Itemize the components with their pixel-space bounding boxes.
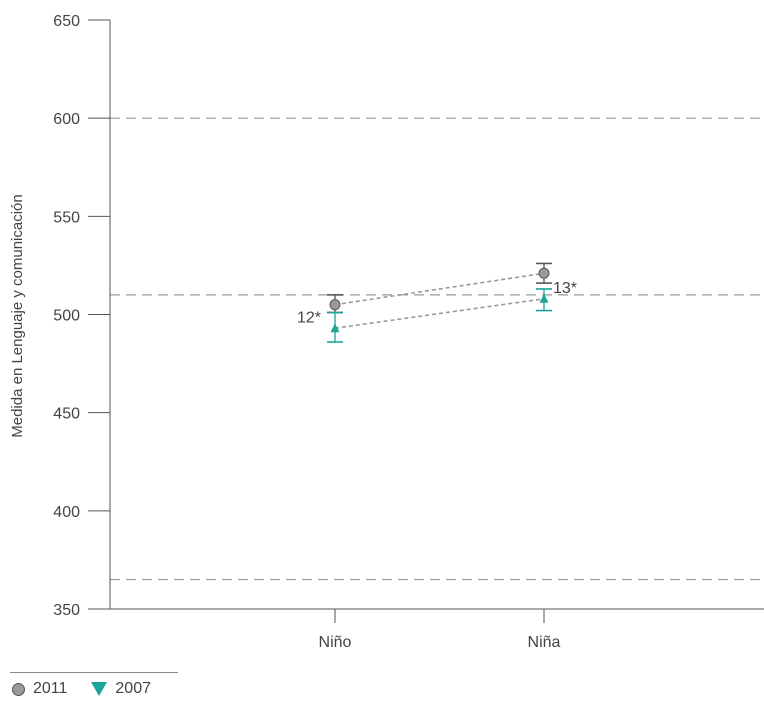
y-ticks: 350 400 450 500 550 600 650 [53,13,110,619]
y-tick-label: 600 [53,111,80,128]
point-2007 [539,293,549,303]
point-2007 [330,323,340,333]
legend-label-2007: 2007 [115,680,151,697]
y-tick-label: 450 [53,406,80,423]
y-axis-label: Medida en Lenguaje y comunicación [9,194,26,438]
series-connector-2011 [334,272,545,306]
data-points [329,267,550,333]
series-connector-2007 [334,298,545,330]
y-tick-label: 550 [53,209,80,226]
reference-lines [110,117,764,581]
legend-label-2011: 2011 [33,680,68,697]
legend: 2011 2007 [12,680,151,698]
connector-lines [334,272,545,330]
y-tick-label: 350 [53,602,80,619]
point-2011 [329,299,341,311]
annotation-label: 13* [553,280,577,297]
x-tick-label: Niño [319,634,352,651]
annotations: 12* 13* [297,280,577,327]
annotation-label: 12* [297,310,321,327]
y-tick-label: 500 [53,308,80,325]
axes [109,20,764,610]
x-tick-label: Niña [528,634,561,651]
y-tick-label: 650 [53,13,80,30]
legend-item-2011: 2011 [12,680,67,698]
x-ticks: Niño Niña [319,609,561,651]
y-tick-label: 400 [53,504,80,521]
teal-triangle-down-icon [91,682,108,696]
gray-circle-icon [12,682,25,696]
legend-item-2007: 2007 [91,680,151,698]
legend-divider [10,672,178,673]
point-2011 [538,267,550,279]
